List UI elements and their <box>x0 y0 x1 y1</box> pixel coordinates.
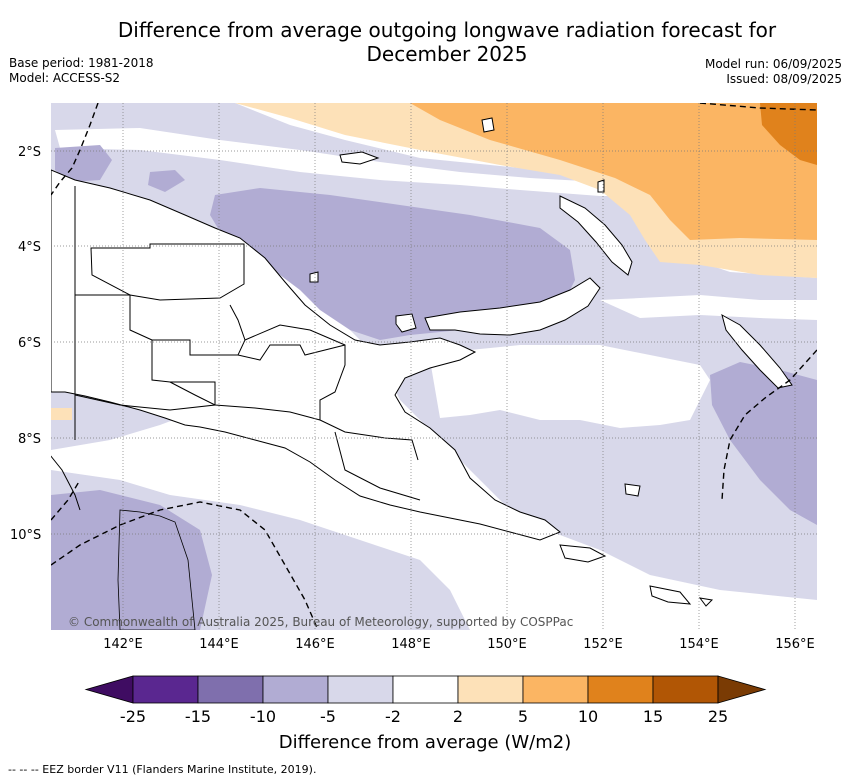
anomaly-field-strong-positive <box>760 103 817 165</box>
colorbar-label: Difference from average (W/m2) <box>279 732 571 753</box>
map-panel: © Commonwealth of Australia 2025, Bureau… <box>51 103 817 630</box>
colorbar: -25 -15 -10 -5 -2 2 5 10 15 25 <box>84 675 767 726</box>
colorbar-tick-label: 10 <box>578 707 598 726</box>
copyright-text: © Commonwealth of Australia 2025, Bureau… <box>68 615 573 629</box>
anomaly-patch <box>55 145 112 182</box>
lon-ticks: 142°E 144°E 146°E 148°E 150°E 152°E 154°… <box>103 637 815 652</box>
lon-tick-label: 150°E <box>487 637 527 652</box>
colorbar-tick-label: -5 <box>320 707 336 726</box>
lon-tick-label: 146°E <box>295 637 335 652</box>
colorbar-tick-label: 5 <box>518 707 528 726</box>
anomaly-patch <box>51 490 212 630</box>
graticule <box>51 103 817 630</box>
colorbar-tick-label: 15 <box>643 707 663 726</box>
lat-tick-label: 10°S <box>10 528 41 543</box>
title-line-2: December 2025 <box>366 42 528 66</box>
colorbar-bin <box>587 675 654 704</box>
meta-right: Model run: 06/09/2025 Issued: 08/09/2025 <box>705 57 842 87</box>
colorbar-bin <box>132 675 199 704</box>
cape-york <box>117 509 196 630</box>
eez-borders <box>51 103 817 630</box>
anomaly-patch <box>710 362 817 525</box>
eez-footnote: -- -- -- EEZ border V11 (Flanders Marine… <box>8 763 317 776</box>
colorbar-extend-low <box>84 675 134 704</box>
island <box>559 544 607 563</box>
base-period: Base period: 1981-2018 <box>9 56 154 70</box>
colorbar-bin <box>327 675 394 704</box>
lon-tick-label: 152°E <box>583 637 623 652</box>
anomaly-patch <box>51 408 72 420</box>
province-boundary <box>51 455 81 511</box>
colorbar-tick-label: -10 <box>250 707 276 726</box>
colorbar-bin <box>197 675 264 704</box>
colorbar-bin <box>522 675 589 704</box>
bougainville-island <box>721 313 793 389</box>
province-boundary <box>74 294 216 411</box>
anomaly-field-moderate-negative <box>210 188 575 340</box>
island <box>309 271 319 283</box>
issued-date: Issued: 08/09/2025 <box>726 72 842 86</box>
chart-title: Difference from average outgoing longwav… <box>0 18 850 66</box>
island <box>597 179 605 193</box>
lon-tick-label: 156°E <box>775 637 815 652</box>
anomaly-field-moderate-positive <box>410 103 817 240</box>
colorbar-extend-high <box>717 675 767 704</box>
colorbar-tick-label: 2 <box>453 707 463 726</box>
lon-tick-label: 148°E <box>391 637 431 652</box>
colorbar-tick-label: -25 <box>120 707 146 726</box>
colorbar-bin <box>457 675 524 704</box>
lat-tick-label: 6°S <box>18 336 41 351</box>
colorbar-bin <box>262 675 329 704</box>
meta-left: Base period: 1981-2018 Model: ACCESS-S2 <box>9 56 154 86</box>
island <box>395 313 417 333</box>
lon-tick-label: 154°E <box>679 637 719 652</box>
lat-tick-label: 8°S <box>18 432 41 447</box>
lon-tick-label: 142°E <box>103 637 143 652</box>
lat-tick-label: 4°S <box>18 240 41 255</box>
manus-island <box>339 151 380 165</box>
new-ireland-island <box>559 195 633 276</box>
colorbar-bin <box>652 675 719 704</box>
lat-tick-label: 2°S <box>18 145 41 160</box>
lat-ticks: 2°S 4°S 6°S 8°S 10°S <box>10 145 41 543</box>
near-average-east <box>600 295 817 320</box>
anomaly-patch <box>148 170 185 192</box>
colorbar-tick-label: -15 <box>185 707 211 726</box>
colorbar-bin <box>392 675 459 704</box>
island <box>649 585 692 605</box>
island <box>481 117 495 133</box>
island <box>624 483 641 497</box>
near-average-solomon-sea <box>430 345 710 428</box>
new-britain-island <box>424 277 601 336</box>
model-run: Model run: 06/09/2025 <box>704 57 842 71</box>
colorbar-tick-label: -2 <box>385 707 401 726</box>
title-line-1: Difference from average outgoing longwav… <box>117 18 777 42</box>
island <box>698 597 714 607</box>
colorbar-tick-label: 25 <box>708 707 728 726</box>
lon-tick-label: 144°E <box>199 637 239 652</box>
model-name: Model: ACCESS-S2 <box>9 71 121 85</box>
